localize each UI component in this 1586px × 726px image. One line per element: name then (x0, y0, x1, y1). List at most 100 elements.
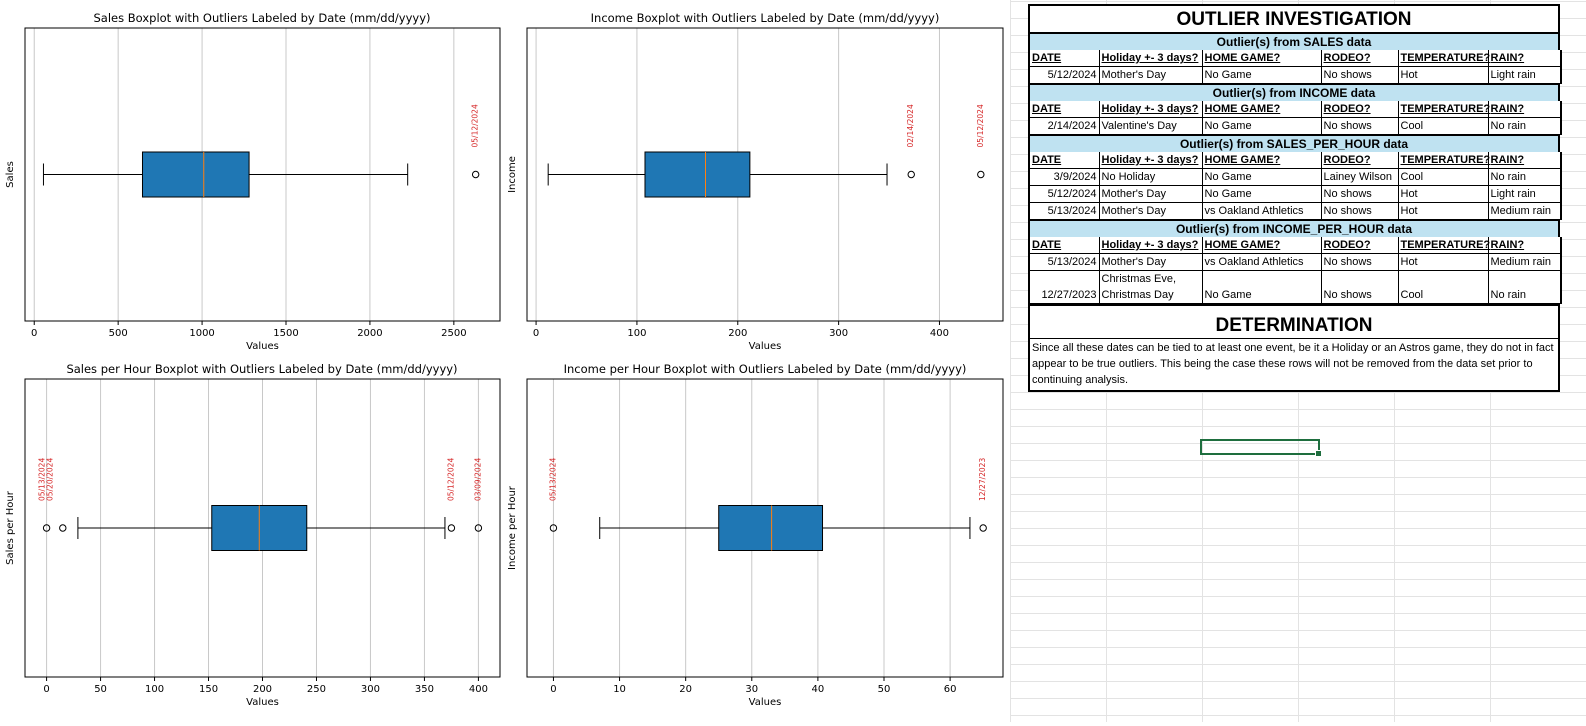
table-cell[interactable]: Hot (1398, 253, 1489, 271)
x-tick-label: 10 (613, 684, 626, 695)
outlier-date-label: 05/12/2024 (976, 104, 985, 147)
header-row: DATE Holiday +- 3 days? HOME GAME? RODEO? TE… (1029, 237, 1561, 254)
table-cell[interactable]: vs Oakland Athletics (1202, 202, 1322, 220)
table-row: 12/27/2023 Christmas Eve, Christmas Day No… (1029, 270, 1561, 304)
x-tick-label: 1000 (189, 328, 214, 339)
table-cell[interactable]: No Holiday (1099, 168, 1203, 186)
column-header: Holiday +- 3 days? (1099, 237, 1203, 254)
table-cell[interactable]: Light rain (1488, 66, 1561, 84)
column-header: TEMPERATURE? (1398, 237, 1490, 254)
column-header: TEMPERATURE? (1398, 101, 1490, 118)
plot-frame (526, 378, 1004, 678)
outlier-table: DATE Holiday +- 3 days? HOME GAME? RODEO? TE… (1028, 152, 1562, 220)
table-cell[interactable]: No shows (1321, 185, 1399, 203)
column-header: RODEO? (1321, 152, 1399, 169)
x-tick-label: 0 (533, 328, 539, 339)
table-cell[interactable]: Christmas Eve, Christmas Day (1099, 270, 1203, 304)
column-header: Holiday +- 3 days? (1099, 152, 1203, 169)
table-row: 5/12/2024 Mother's Day No Game No shows Hot L… (1029, 66, 1561, 84)
table-cell[interactable]: Mother's Day (1099, 202, 1203, 220)
outlier-investigation-panel: OUTLIER INVESTIGATION Outlier(s) from SA… (1028, 4, 1562, 392)
table-cell[interactable]: No Game (1202, 117, 1322, 135)
outlier-point (447, 524, 456, 532)
table-cell[interactable]: No shows (1321, 66, 1399, 84)
investigation-sections: Outlier(s) from SALES data DATE Holiday +-… (1028, 33, 1562, 304)
table-cell[interactable]: Medium rain (1488, 253, 1561, 271)
table-cell[interactable]: Valentine's Day (1099, 117, 1203, 135)
x-tick-label: 0 (31, 328, 37, 339)
table-cell[interactable]: vs Oakland Athletics (1202, 253, 1322, 271)
table-cell[interactable]: No Game (1202, 270, 1322, 304)
table-cell[interactable]: Mother's Day (1099, 253, 1203, 271)
table-cell[interactable]: No Game (1202, 168, 1322, 186)
outlier-point (977, 170, 985, 179)
selected-cell[interactable] (1200, 439, 1322, 457)
table-cell[interactable]: 5/13/2024 (1029, 253, 1100, 271)
table-cell[interactable]: No shows (1321, 270, 1399, 304)
header-row: DATE Holiday +- 3 days? HOME GAME? RODEO? TE… (1029, 101, 1561, 118)
table-cell[interactable]: 5/12/2024 (1029, 185, 1100, 203)
x-tick-label: 350 (415, 684, 434, 695)
table-cell[interactable]: Light rain (1488, 185, 1561, 203)
table-cell[interactable]: No shows (1321, 202, 1399, 220)
outlier-point (474, 524, 483, 532)
column-header: DATE (1029, 152, 1100, 169)
table-cell[interactable]: Mother's Day (1099, 185, 1203, 203)
table-cell[interactable]: No Game (1202, 185, 1322, 203)
table-cell[interactable]: Hot (1398, 66, 1489, 84)
x-tick-label: 300 (361, 684, 380, 695)
table-cell[interactable]: Mother's Day (1099, 66, 1203, 84)
table-cell[interactable]: Hot (1398, 202, 1489, 220)
table-cell[interactable]: 2/14/2024 (1029, 117, 1100, 135)
determination-text: Since all these dates can be tied to at … (1028, 339, 1560, 392)
table-cell[interactable]: No Game (1202, 66, 1322, 84)
outlier-point (471, 170, 480, 179)
x-tick-label: 200 (253, 684, 272, 695)
table-cell[interactable]: Medium rain (1488, 202, 1561, 220)
table-row: 5/12/2024 Mother's Day No Game No shows Hot L… (1029, 185, 1561, 203)
x-tick-label: 1500 (273, 328, 298, 339)
x-tick-label: 60 (944, 684, 957, 695)
outlier-table: DATE Holiday +- 3 days? HOME GAME? RODEO? TE… (1028, 50, 1562, 84)
fill-handle[interactable] (1315, 450, 1322, 457)
chart-title: Sales per Hour Boxplot with Outliers Lab… (66, 362, 457, 376)
x-tick-label: 100 (145, 684, 164, 695)
outlier-date-label: 12/27/2023 (978, 458, 987, 501)
table-cell[interactable]: No rain (1488, 270, 1561, 304)
table-cell[interactable]: Cool (1398, 270, 1489, 304)
column-header: RODEO? (1321, 237, 1399, 254)
column-header: RAIN? (1488, 101, 1561, 118)
x-tick-label: 2500 (441, 328, 466, 339)
boxplot-charts: 0 500 1000 1500 2000 2500 05/12/2024 Sales Boxp… (5, 11, 1004, 708)
x-tick-label: 400 (469, 684, 488, 695)
table-cell[interactable]: No shows (1321, 253, 1399, 271)
table-cell[interactable]: 3/9/2024 (1029, 168, 1100, 186)
plot-frame (24, 378, 501, 678)
table-cell[interactable]: No rain (1488, 117, 1561, 135)
table-cell[interactable]: Cool (1398, 168, 1489, 186)
table-cell[interactable]: Lainey Wilson (1321, 168, 1399, 186)
table-cell[interactable]: Cool (1398, 117, 1489, 135)
chart-title: Sales Boxplot with Outliers Labeled by D… (94, 11, 431, 25)
plot-frame (24, 27, 501, 322)
table-cell[interactable]: No shows (1321, 117, 1399, 135)
table-cell[interactable]: 5/13/2024 (1029, 202, 1100, 220)
outlier-point (59, 524, 67, 532)
x-axis-label: Values (749, 697, 782, 708)
header-row: DATE Holiday +- 3 days? HOME GAME? RODEO? TE… (1029, 50, 1561, 67)
table-row: 5/13/2024 Mother's Day vs Oakland Athletic… (1029, 202, 1561, 220)
column-header: DATE (1029, 101, 1100, 118)
x-tick-label: 500 (109, 328, 128, 339)
column-header: HOME GAME? (1202, 237, 1322, 254)
table-cell[interactable]: No rain (1488, 168, 1561, 186)
column-header: RAIN? (1488, 237, 1561, 254)
column-header: RODEO? (1321, 101, 1399, 118)
table-cell[interactable]: 12/27/2023 (1029, 270, 1100, 304)
table-cell[interactable]: 5/12/2024 (1029, 66, 1100, 84)
determination-title: DETERMINATION (1028, 304, 1560, 339)
table-cell[interactable]: Hot (1398, 185, 1489, 203)
outlier-point (979, 524, 987, 532)
outlier-date-label: 05/13/2024 (38, 458, 47, 501)
x-tick-label: 40 (812, 684, 825, 695)
x-tick-label: 300 (829, 328, 848, 339)
